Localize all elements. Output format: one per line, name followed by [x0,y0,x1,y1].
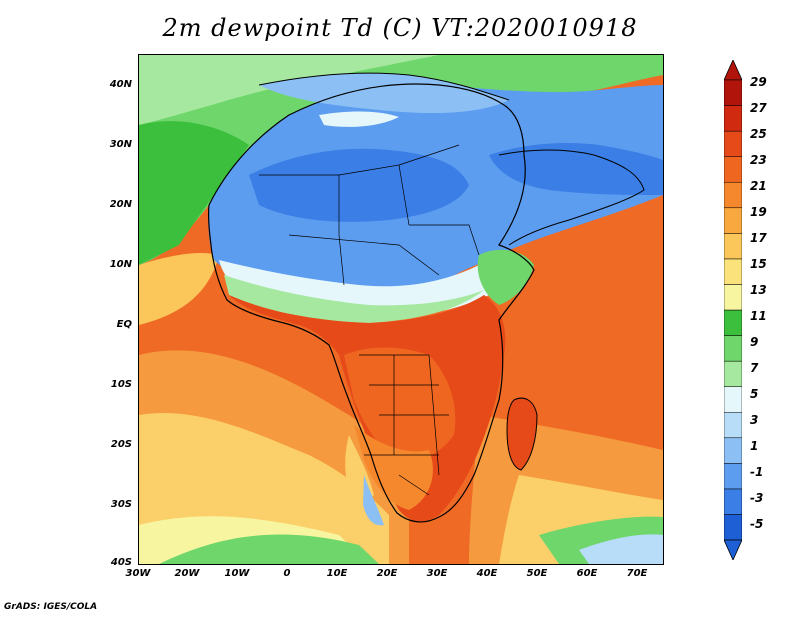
colorbar-segment [724,309,742,336]
lon-label: 10E [326,568,348,579]
indian-blue-field [579,534,663,564]
west-africa-coast-yellow [139,253,219,325]
colorbar-label: 9 [750,335,759,349]
arabia-coastline [498,149,645,246]
dewpoint-map [138,54,664,565]
colorbar-top-triangle [724,60,742,81]
north-atlantic-green [139,55,663,265]
colorbar-segment [724,386,742,413]
lon-label: 30W [125,568,151,579]
ethiopia-green [477,249,534,305]
lon-label: 30E [426,568,448,579]
colorbar-segment [724,258,742,285]
colorbar-label: -1 [750,465,764,479]
colorbar-label: 3 [750,413,759,427]
colorbar-label: -3 [750,491,764,505]
colorbar-segment [724,79,742,106]
lon-label: 70E [626,568,648,579]
colorbar-label: 17 [750,231,767,245]
mediterranean-coast-light [259,73,509,113]
colorbar-label: 7 [750,361,759,375]
colorbar-label: 11 [750,309,767,323]
colorbar-label: 23 [750,153,767,167]
colorbar-segment [724,335,742,362]
lat-label: 30S [110,499,132,510]
southern-africa-field [354,425,433,510]
mediterranean-coastline [258,72,510,101]
congo-basin-field [344,347,456,462]
south-atlantic-green [159,534,379,564]
colorbar-segment [724,514,742,541]
dewpoint-map-canvas [139,55,663,564]
lon-label: 20E [376,568,398,579]
north-atlantic-pale-green [139,55,439,125]
colorbar-segment [724,233,742,260]
colorbar-segment [724,284,742,311]
colorbar-label: 27 [750,101,767,115]
canary-green [139,121,249,265]
africa-coastline [208,83,535,523]
colorbar-segments [724,60,742,560]
colorbar-label: 29 [750,75,767,89]
lon-label: 10W [224,568,250,579]
colorbar-segment [724,463,742,490]
colorbar-segment [724,105,742,132]
lat-label: 20N [109,199,132,210]
lat-label: 20S [110,439,132,450]
lon-label: 0 [283,568,291,579]
lat-label: 10S [110,379,132,390]
lon-label: 20W [174,568,200,579]
colorbar-segment [724,181,742,209]
lat-label: 30N [109,139,132,150]
colorbar-segment [724,207,742,234]
colorbar-segment [724,360,742,387]
map-title: 2m dewpoint Td (C) VT:2020010918 [162,14,638,42]
colorbar-segment [724,488,742,515]
lon-label: 50E [526,568,548,579]
colorbar-label: 25 [750,127,767,141]
colorbar-label: 5 [750,387,759,401]
lon-label: 60E [576,568,598,579]
lat-label: EQ [116,319,132,330]
colorbar-segment [724,130,742,157]
madagascar-coastline [506,397,538,471]
colorbar-label: 19 [750,205,767,219]
lat-label: 40N [109,79,132,90]
colorbar [724,60,742,560]
lat-label: 40S [110,557,132,568]
colorbar-label: 13 [750,283,767,297]
madagascar-field [507,398,537,470]
kalahari-blue [363,475,384,526]
colorbar-label: 15 [750,257,767,271]
colorbar-label: 21 [750,179,767,193]
colorbar-label: 1 [750,439,759,453]
footer-credit: GrADS: IGES/COLA [4,602,98,612]
colorbar-segment [724,437,742,464]
sahara-core-dark [249,148,469,222]
sahel-green [224,275,484,323]
atlas-pale [319,111,399,127]
lat-label: 10N [109,259,132,270]
colorbar-label: -5 [750,517,764,531]
colorbar-segment [724,156,742,183]
country-borders [259,144,480,496]
colorbar-segment [724,411,742,439]
lon-label: 40E [476,568,498,579]
colorbar-bottom-triangle [724,539,742,560]
arabia-dark [489,143,663,195]
